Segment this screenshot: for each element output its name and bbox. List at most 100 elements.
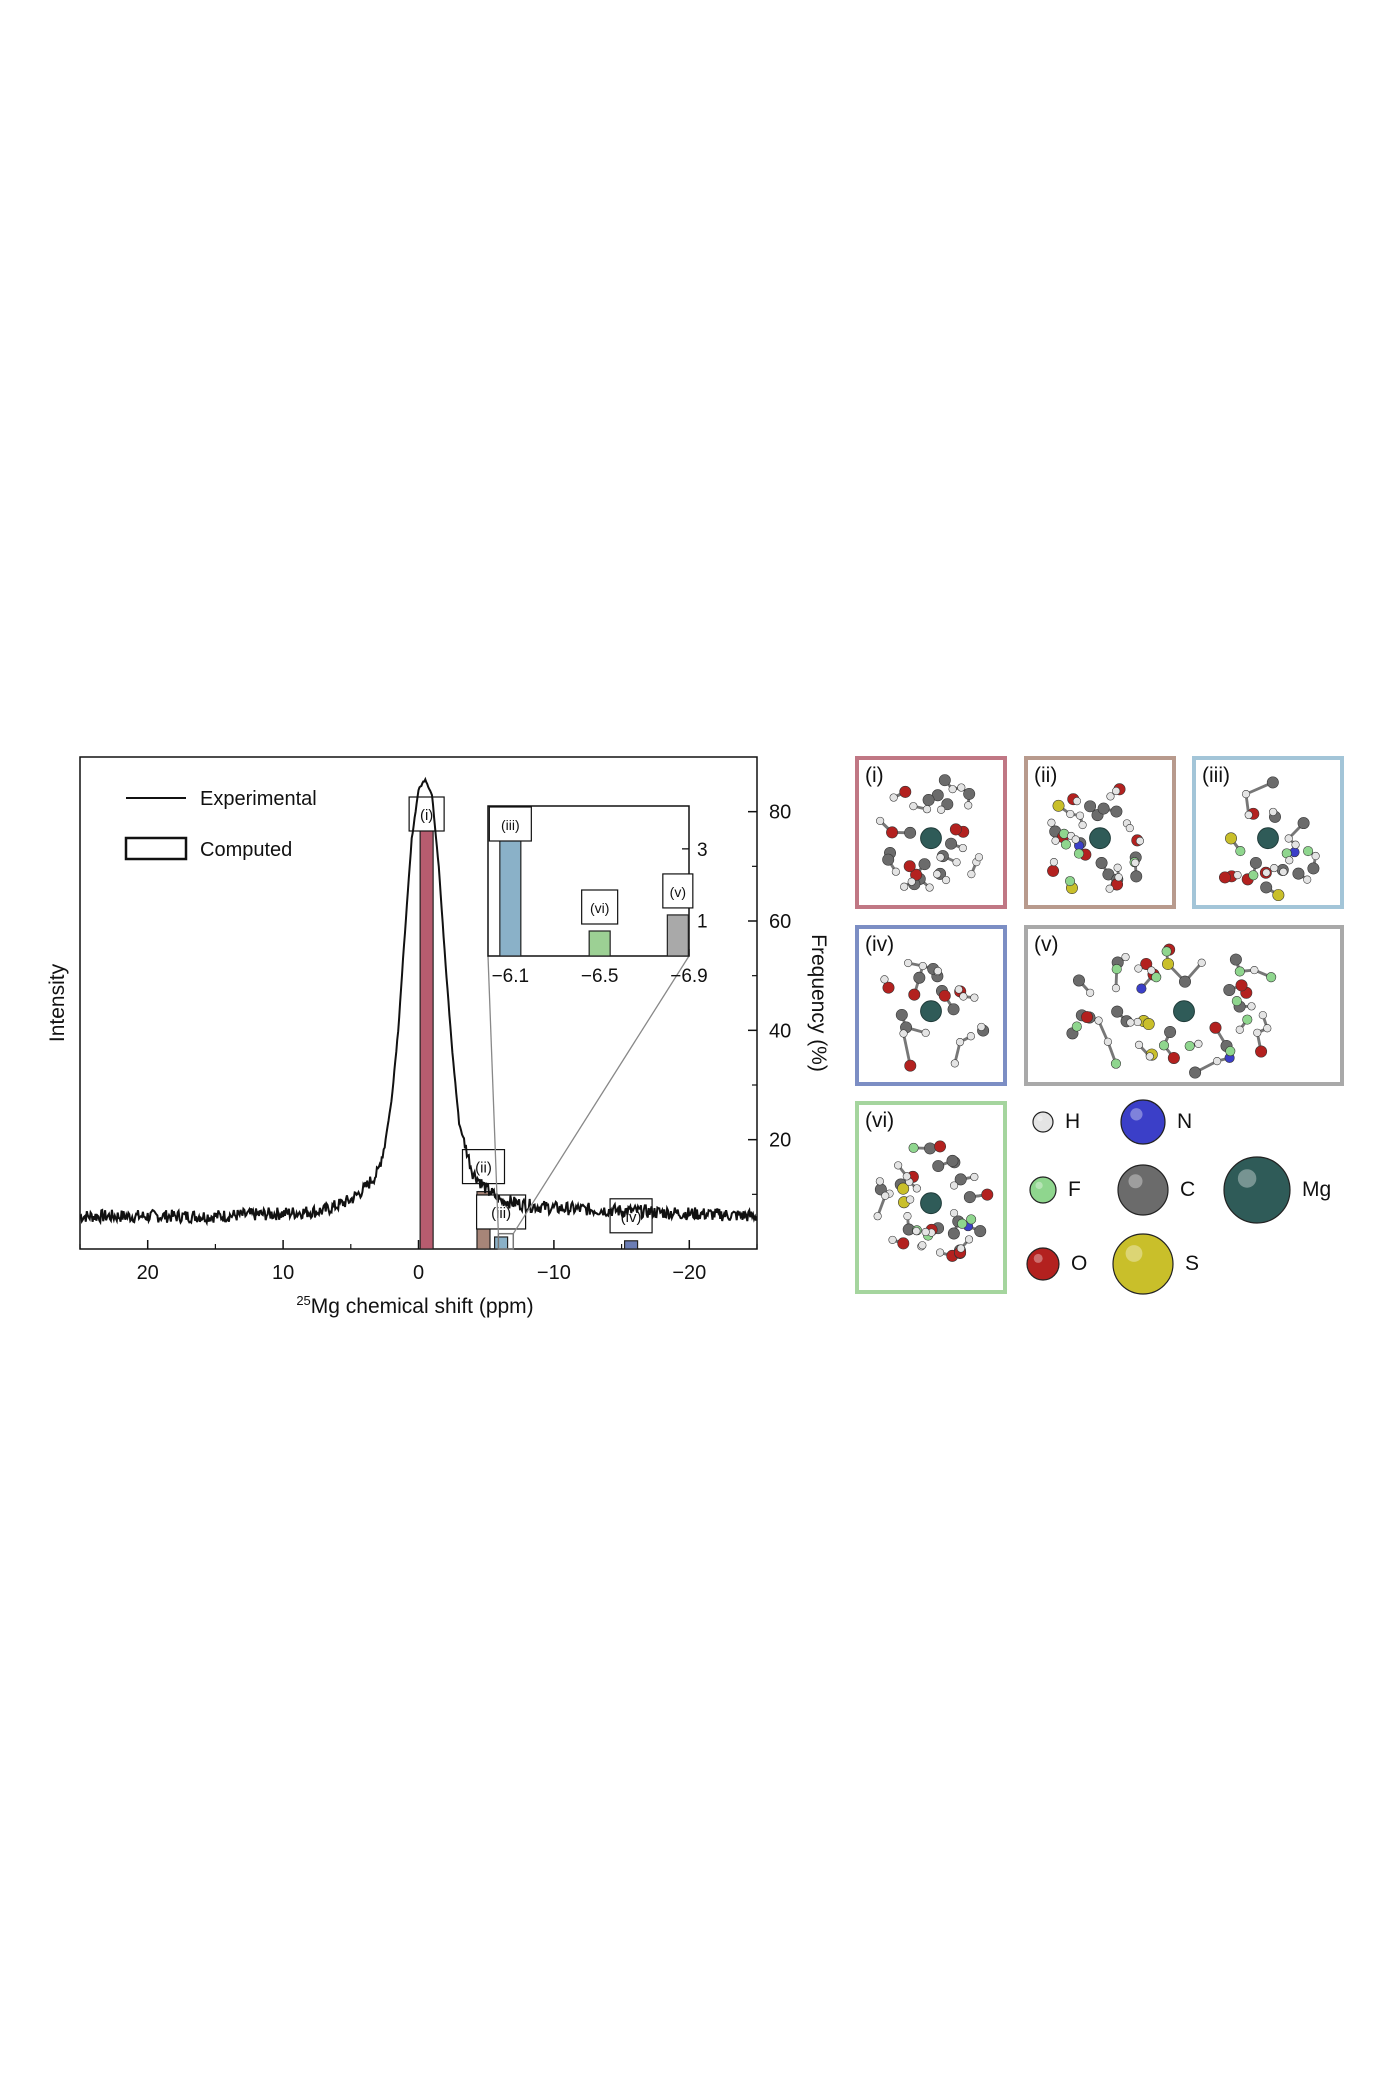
atom xyxy=(1303,875,1312,884)
zoom-region-marker xyxy=(497,1232,515,1250)
fluorine-atom-icon xyxy=(1029,1176,1057,1204)
atom xyxy=(1225,1046,1236,1057)
atom xyxy=(909,802,918,811)
x-tick-label: −10 xyxy=(537,1262,571,1284)
atom xyxy=(1073,848,1084,859)
atom xyxy=(1272,889,1285,902)
atom xyxy=(1052,799,1065,812)
atom xyxy=(970,1172,979,1182)
atom xyxy=(904,958,913,968)
structure-box: (ii) xyxy=(1024,756,1176,909)
x-axis-label-superscript: 25 xyxy=(296,1293,310,1308)
atom xyxy=(873,1212,882,1221)
atom xyxy=(947,1227,960,1240)
atom xyxy=(966,1214,977,1225)
atom xyxy=(1049,858,1058,867)
atom xyxy=(963,1191,976,1204)
atom xyxy=(1258,1011,1267,1020)
atom xyxy=(1145,1052,1154,1061)
molecule-drawing xyxy=(1066,943,1277,1079)
y-right-tick-label: 80 xyxy=(769,802,791,824)
atom xyxy=(1078,820,1087,830)
computed-bar xyxy=(493,1236,509,1250)
atom xyxy=(1164,1026,1177,1038)
atom xyxy=(1167,1051,1180,1064)
atom xyxy=(1242,1014,1253,1025)
atom xyxy=(946,1154,959,1167)
atom xyxy=(974,853,984,862)
inset-bar xyxy=(666,914,689,957)
atom xyxy=(1184,1040,1195,1052)
atom xyxy=(1179,975,1191,988)
atom xyxy=(1125,824,1134,833)
atom xyxy=(934,1140,947,1153)
atom xyxy=(964,1235,974,1244)
atom xyxy=(958,843,967,853)
atom xyxy=(1244,810,1253,820)
y-axis-right-label: Frequency (%) xyxy=(807,934,830,1072)
atom xyxy=(1126,1018,1135,1027)
atom xyxy=(935,1248,945,1257)
atom xyxy=(1197,958,1206,967)
atom xyxy=(1235,1025,1244,1034)
atom xyxy=(908,988,921,1001)
atom xyxy=(956,1244,965,1253)
atom xyxy=(1121,952,1130,962)
atom xyxy=(1247,1002,1256,1011)
atom xyxy=(1194,1039,1203,1048)
atom-legend-label: N xyxy=(1177,1110,1193,1133)
atom xyxy=(1084,800,1097,813)
atom xyxy=(912,1226,921,1236)
structure-box: (iii) xyxy=(1192,756,1344,909)
inset-y-tick-label: 1 xyxy=(697,911,708,932)
atom xyxy=(1162,957,1175,970)
atom xyxy=(922,794,935,806)
y-right-tick-label: 20 xyxy=(769,1130,791,1152)
atom xyxy=(936,853,945,862)
atom xyxy=(900,882,909,891)
zoom-connector-line xyxy=(512,955,690,1235)
y-axis-left-label: Intensity xyxy=(46,963,69,1042)
atom-legend-label: F xyxy=(1068,1178,1081,1201)
molecule-drawing xyxy=(876,774,984,892)
atom xyxy=(977,1022,986,1031)
atom xyxy=(1303,846,1314,857)
atom xyxy=(1102,868,1115,881)
atom xyxy=(1072,797,1082,806)
atom xyxy=(1095,857,1108,869)
atom xyxy=(1047,818,1056,827)
atom xyxy=(1235,979,1248,992)
atom xyxy=(1130,870,1143,883)
oxygen-atom-icon xyxy=(1026,1247,1060,1281)
molecule-drawing xyxy=(873,1140,994,1262)
atom xyxy=(1135,836,1145,846)
y-right-tick-label: 40 xyxy=(769,1020,791,1042)
inset-bar-label: (vi) xyxy=(590,900,609,916)
atom xyxy=(1291,840,1300,849)
atom xyxy=(1249,856,1262,869)
atom xyxy=(938,989,951,1002)
atom xyxy=(882,981,895,994)
inset-bar-label-box xyxy=(662,873,694,909)
atom xyxy=(955,1038,965,1047)
mg-ion xyxy=(1089,827,1111,850)
atom xyxy=(1270,864,1279,873)
atom xyxy=(897,1237,910,1250)
atom xyxy=(903,1212,912,1221)
atom xyxy=(1307,862,1320,875)
atom xyxy=(932,1160,945,1173)
atom-legend-label: C xyxy=(1180,1178,1196,1201)
atom xyxy=(903,860,916,873)
experimental-line xyxy=(80,776,757,1227)
atom xyxy=(938,774,951,787)
atom xyxy=(947,1003,960,1016)
sulfur-atom-icon xyxy=(1112,1233,1174,1295)
atom xyxy=(922,805,932,814)
atom xyxy=(904,826,917,839)
atom xyxy=(1075,811,1085,820)
atom xyxy=(950,1059,959,1068)
structure-label: (vi) xyxy=(865,1109,895,1132)
atom xyxy=(1134,964,1143,973)
atom xyxy=(904,1059,917,1072)
